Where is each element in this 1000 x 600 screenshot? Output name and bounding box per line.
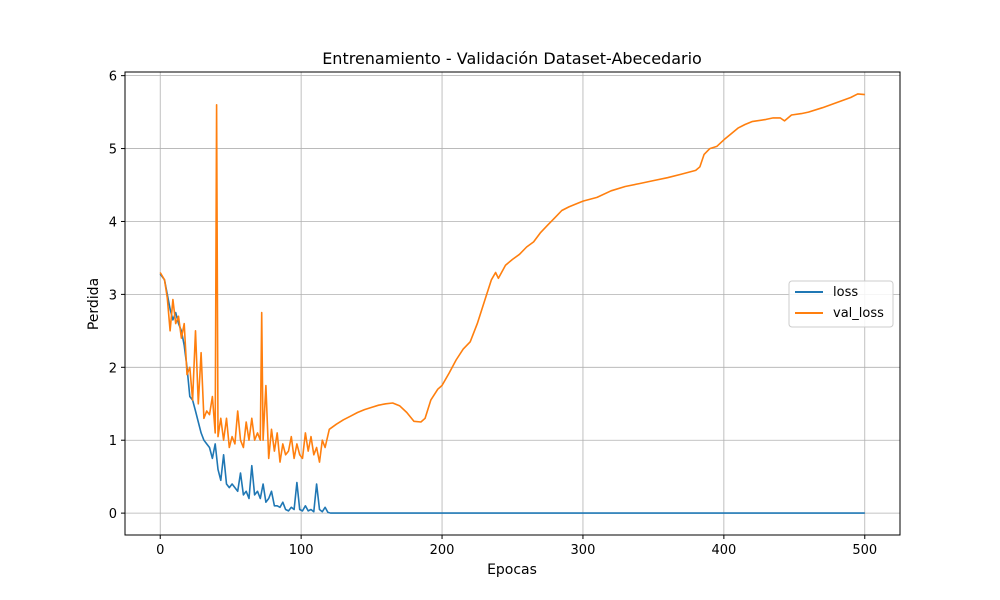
y-tick-label: 5 [109,143,117,158]
x-tick-label: 400 [711,543,736,558]
x-axis-title: Epocas [487,562,537,578]
legend-label-loss: loss [833,285,858,300]
y-axis-title: Perdida [86,278,102,330]
x-tick-label: 300 [571,543,596,558]
ticks: 0 100 200 300 400 500 0 1 2 3 4 5 6 [109,70,877,558]
legend: loss val_loss [788,280,894,328]
x-tick-label: 100 [289,543,314,558]
y-tick-label: 0 [109,507,117,522]
y-tick-label: 1 [109,434,117,449]
legend-label-val-loss: val_loss [833,306,884,321]
plot-frame [124,71,901,536]
y-tick-label: 2 [109,361,117,376]
chart-title: Entrenamiento - Validación Dataset-Abece… [322,49,702,68]
y-tick-label: 3 [109,288,117,303]
series-line-val-loss [159,93,865,463]
x-tick-label: 200 [430,543,455,558]
y-tick-label: 6 [109,70,117,85]
y-tick-label: 4 [109,215,117,230]
x-tick-label: 500 [852,543,877,558]
series-layer [159,93,865,514]
x-tick-label: 0 [156,543,164,558]
